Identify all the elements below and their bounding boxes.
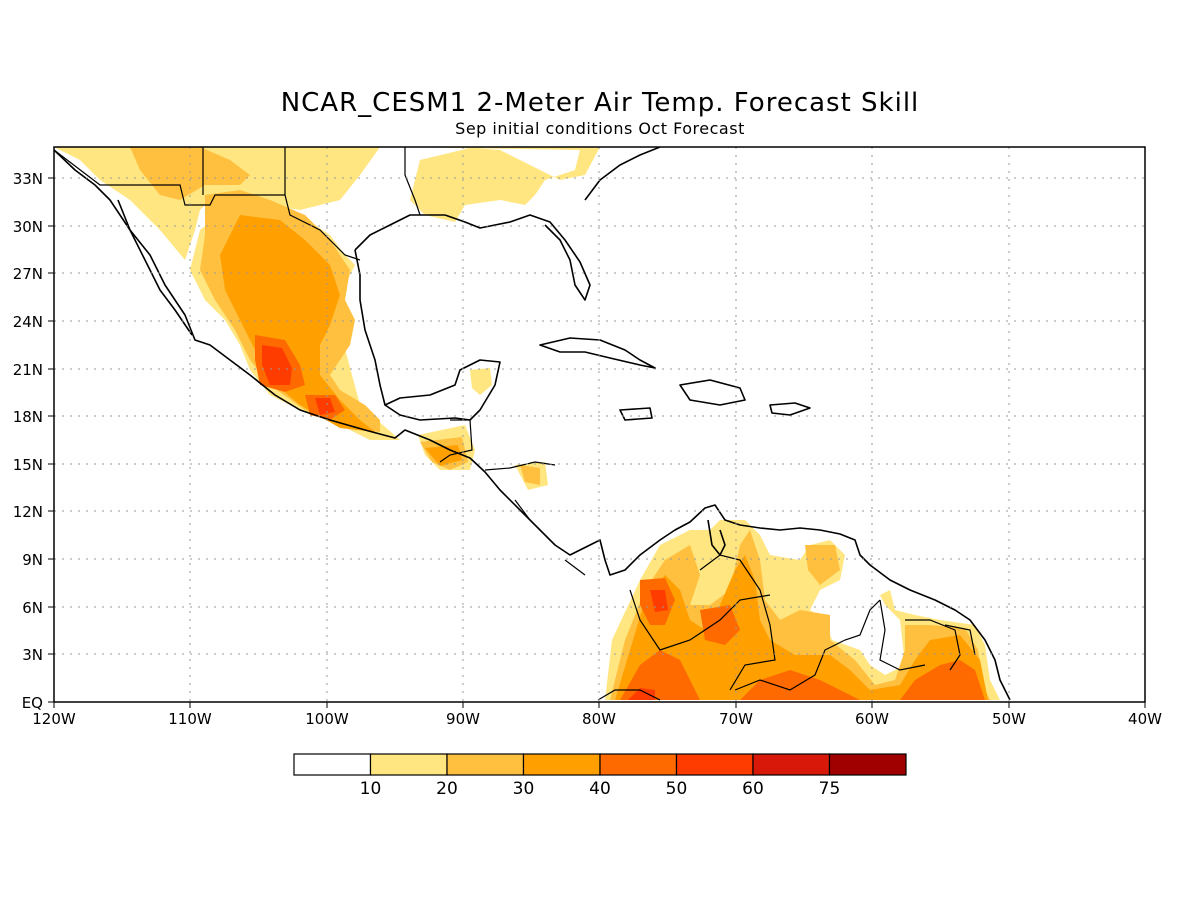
lat-label: 9N <box>22 551 43 569</box>
lon-label: 80W <box>582 710 616 728</box>
lon-label: 100W <box>305 710 349 728</box>
colorbar-label: 60 <box>742 779 764 799</box>
lon-label: 90W <box>446 710 480 728</box>
lon-label: 50W <box>992 710 1026 728</box>
lat-label: 18N <box>13 408 43 426</box>
lat-ticks <box>48 177 54 703</box>
lat-label: 12N <box>13 503 43 521</box>
lat-label: 27N <box>13 265 43 283</box>
lat-label: 15N <box>13 456 43 474</box>
lon-label: 110W <box>168 710 212 728</box>
colorbar-label: 10 <box>360 779 382 799</box>
lon-label: 60W <box>855 710 889 728</box>
colorbar: 10 20 30 40 50 60 75 <box>293 753 907 799</box>
lon-label: 70W <box>719 710 753 728</box>
colorbar-swatch <box>828 753 907 776</box>
map-subtitle: Sep initial conditions Oct Forecast <box>455 119 745 138</box>
colorbar-swatch <box>293 753 372 776</box>
colorbar-label: 50 <box>666 779 688 799</box>
lat-label: 33N <box>13 170 43 188</box>
map-panel <box>54 147 1145 702</box>
lon-ticks <box>53 702 1146 708</box>
lat-label: 6N <box>22 599 43 617</box>
lon-label: 120W <box>32 710 76 728</box>
colorbar-label: 75 <box>819 779 841 799</box>
map-title: NCAR_CESM1 2-Meter Air Temp. Forecast Sk… <box>281 88 920 118</box>
lon-label: 40W <box>1128 710 1162 728</box>
lat-label: EQ <box>22 694 43 712</box>
colorbar-swatch <box>599 753 678 776</box>
grid-lines <box>54 147 1145 702</box>
lat-label: 24N <box>13 313 43 331</box>
lat-label: 21N <box>13 361 43 379</box>
colorbar-label: 40 <box>589 779 611 799</box>
lon-labels: 120W 110W 100W 90W 80W 70W 60W 50W 40W <box>32 710 1162 728</box>
lat-labels: 33N 30N 27N 24N 21N 18N 15N 12N 9N 6N 3N… <box>13 170 43 712</box>
colorbar-swatch <box>675 753 754 776</box>
lat-label: 30N <box>13 218 43 236</box>
colorbar-swatch <box>369 753 448 776</box>
colorbar-swatch <box>752 753 831 776</box>
colorbar-label: 20 <box>436 779 458 799</box>
colorbar-swatch <box>522 753 601 776</box>
lat-label: 3N <box>22 646 43 664</box>
colorbar-swatch <box>446 753 525 776</box>
political-borders <box>54 147 976 701</box>
colorbar-label: 30 <box>513 779 535 799</box>
